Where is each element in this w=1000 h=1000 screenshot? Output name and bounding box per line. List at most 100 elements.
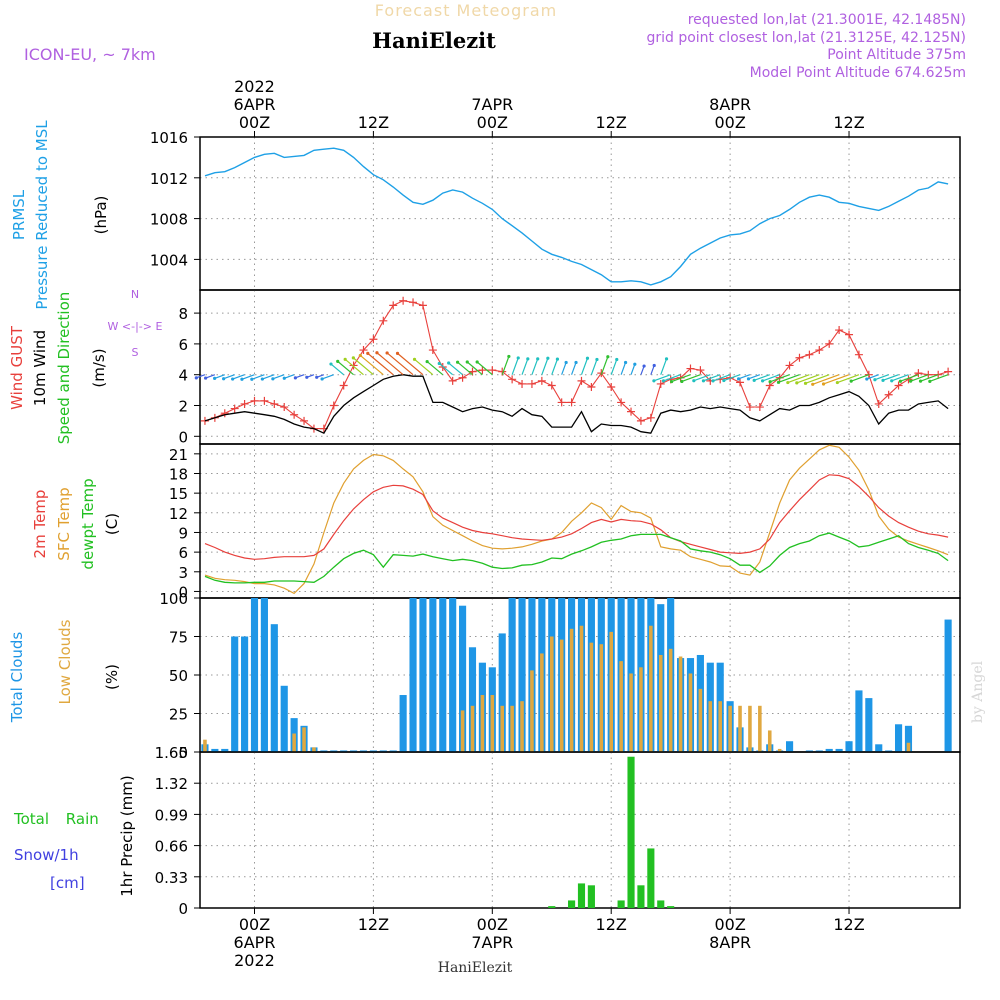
top-time-label: 00Z xyxy=(239,113,270,132)
gust-marker xyxy=(815,346,824,355)
wind-arrow xyxy=(900,374,919,382)
low-cloud-bar xyxy=(668,648,673,752)
total-cloud-bar xyxy=(399,695,407,752)
gust-marker xyxy=(745,403,754,412)
low-cloud-bar xyxy=(510,705,514,752)
rain-bar xyxy=(627,756,635,908)
low-clouds-label: Low Clouds xyxy=(56,619,74,704)
wind-arrow xyxy=(590,359,598,375)
total-cloud-bar xyxy=(805,750,813,752)
wind-gust-label: Wind GUST xyxy=(8,325,26,410)
compass-south: S xyxy=(132,346,139,359)
temp-ytick: 21 xyxy=(169,446,188,464)
gust-marker xyxy=(488,366,497,375)
gust-marker xyxy=(458,373,467,382)
rain-bar xyxy=(657,900,665,908)
wind-arrow xyxy=(778,374,800,383)
total-cloud-bar xyxy=(875,744,883,752)
point-altitude: Point Altitude 375m xyxy=(827,47,966,63)
wind-arrow xyxy=(929,374,949,382)
total-cloud-bar xyxy=(845,741,853,752)
low-cloud-bar xyxy=(619,661,623,752)
gust-marker xyxy=(349,361,358,370)
total-cloud-bar xyxy=(409,598,417,752)
gust-marker xyxy=(448,376,457,385)
wind-arrow xyxy=(457,361,473,376)
low-cloud-bar xyxy=(520,701,524,752)
rain-bar xyxy=(568,900,576,908)
precip-ytick: 0.33 xyxy=(155,869,188,887)
gust-marker xyxy=(230,404,239,413)
low-cloud-bar xyxy=(460,710,465,752)
wind-arrow xyxy=(671,374,691,383)
compass-north: N xyxy=(131,288,139,301)
gust-marker xyxy=(617,398,626,407)
bottom-time-label: 00Z xyxy=(239,915,270,934)
gust-marker xyxy=(527,379,536,388)
wind-arrow xyxy=(650,365,655,375)
wind-ytick: 0 xyxy=(178,428,188,446)
top-time-label: 6APR xyxy=(234,95,276,114)
precip-ytick: 1.65 xyxy=(155,744,188,762)
temp-unit-label: (C) xyxy=(103,513,121,535)
wind-arrow xyxy=(352,357,374,376)
wind-unit-label: (m/s) xyxy=(90,348,108,387)
clouds-ytick: 50 xyxy=(169,667,188,685)
gust-marker xyxy=(914,369,923,378)
precip-ytick: 0.66 xyxy=(155,838,188,856)
clouds-ytick: 75 xyxy=(169,629,188,647)
wind-arrow xyxy=(630,364,636,375)
precip-panel: 1.65 1.32 0.99 0.66 0.33 0 xyxy=(155,744,961,918)
total-cloud-bar xyxy=(320,750,328,752)
wind-arrow xyxy=(653,374,671,382)
total-cloud-bar xyxy=(429,598,437,752)
low-cloud-bar xyxy=(678,656,683,752)
wind-arrow xyxy=(748,374,761,380)
wind-arrow xyxy=(551,358,558,375)
wind-arrow xyxy=(787,374,810,384)
total-cloud-bar xyxy=(369,750,377,752)
gust-marker xyxy=(389,301,398,310)
top-time-label: 12Z xyxy=(596,113,627,132)
gust-marker xyxy=(270,399,279,408)
total-cloud-bar xyxy=(508,598,516,752)
total-cloud-bar xyxy=(855,690,863,752)
wind-arrow xyxy=(359,354,384,376)
low-cloud-bar xyxy=(589,642,594,752)
watermark: by Angel xyxy=(970,660,986,723)
model-name: ICON-EU, ~ 7km xyxy=(24,45,156,64)
total-cloud-bar xyxy=(518,598,526,752)
wind-arrow xyxy=(762,374,780,382)
wind-arrow xyxy=(882,374,899,381)
gust-marker xyxy=(200,416,209,425)
wind-panel: 8 6 4 2 0 xyxy=(178,289,961,446)
total-cloud-bar xyxy=(379,750,387,752)
wind-arrow xyxy=(571,362,577,375)
wind-10m-line xyxy=(204,374,949,435)
gust-marker xyxy=(339,381,348,390)
total-cloud-bar xyxy=(894,724,903,752)
wind-arrow xyxy=(501,356,510,375)
low-cloud-bar xyxy=(767,730,772,752)
wind-arrow xyxy=(812,374,840,385)
low-cloud-bar xyxy=(698,688,703,752)
wind-gust-line xyxy=(204,300,949,430)
wind-ytick: 2 xyxy=(178,398,188,416)
wind-arrow xyxy=(660,358,668,375)
low-cloud-bar xyxy=(559,639,564,752)
wind-dir-label: Speed and Direction xyxy=(55,292,73,445)
total-cloud-bar xyxy=(280,685,288,752)
gust-marker xyxy=(250,396,259,405)
low-cloud-bar xyxy=(203,739,207,752)
gust-marker xyxy=(240,399,249,408)
wind-arrow xyxy=(330,363,345,376)
low-cloud-bar xyxy=(758,705,762,752)
wind-arrow xyxy=(321,374,334,380)
wind-arrow xyxy=(262,374,275,380)
compass-we: W <-|-> E xyxy=(108,320,163,333)
gust-marker xyxy=(944,367,953,376)
gust-marker xyxy=(290,410,299,419)
gust-marker xyxy=(518,379,527,388)
bottom-time-label: 00Z xyxy=(714,915,745,934)
